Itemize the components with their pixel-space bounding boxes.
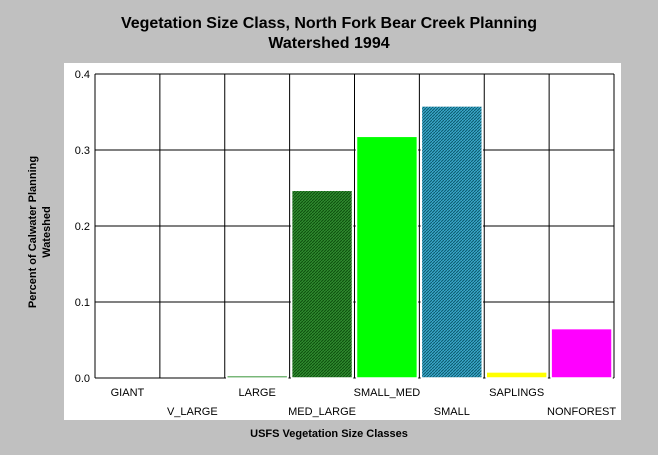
y-tick-label: 0.4 xyxy=(75,69,90,81)
x-tick-label: SMALL xyxy=(434,406,470,418)
bar-small-med xyxy=(355,135,419,379)
chart-title: Vegetation Size Class, North Fork Bear C… xyxy=(0,14,658,54)
y-axis-label: Percent of Calwater Planning Wateshed xyxy=(26,112,54,352)
bar-med-large xyxy=(290,189,354,379)
y-tick-label: 0.1 xyxy=(75,297,90,309)
bar-saplings xyxy=(485,371,548,379)
chart-title-line-1: Vegetation Size Class, North Fork Bear C… xyxy=(120,15,538,32)
y-tick-label: 0.2 xyxy=(75,221,90,233)
x-tick-label: GIANT xyxy=(111,387,145,399)
x-tick-label: NONFOREST xyxy=(547,406,616,418)
bar-nonforest xyxy=(550,327,613,379)
x-tick-label: V_LARGE xyxy=(167,406,218,418)
x-tick-label: LARGE xyxy=(239,387,276,399)
y-axis-label-line-1: Percent of Calwater Planning xyxy=(27,155,39,309)
bar-small xyxy=(420,105,483,379)
y-axis-label-line-2: Wateshed xyxy=(41,206,53,258)
y-tick-label: 0.0 xyxy=(75,373,90,385)
x-axis-label: USFS Vegetation Size Classes xyxy=(250,428,408,440)
y-tick-label: 0.3 xyxy=(75,145,90,157)
bar-large xyxy=(226,374,289,379)
x-tick-label: MED_LARGE xyxy=(288,406,356,418)
x-tick-label: SMALL_MED xyxy=(354,387,421,399)
x-tick-label: SAPLINGS xyxy=(489,387,544,399)
chart-title-line-2: Watershed 1994 xyxy=(268,35,390,52)
